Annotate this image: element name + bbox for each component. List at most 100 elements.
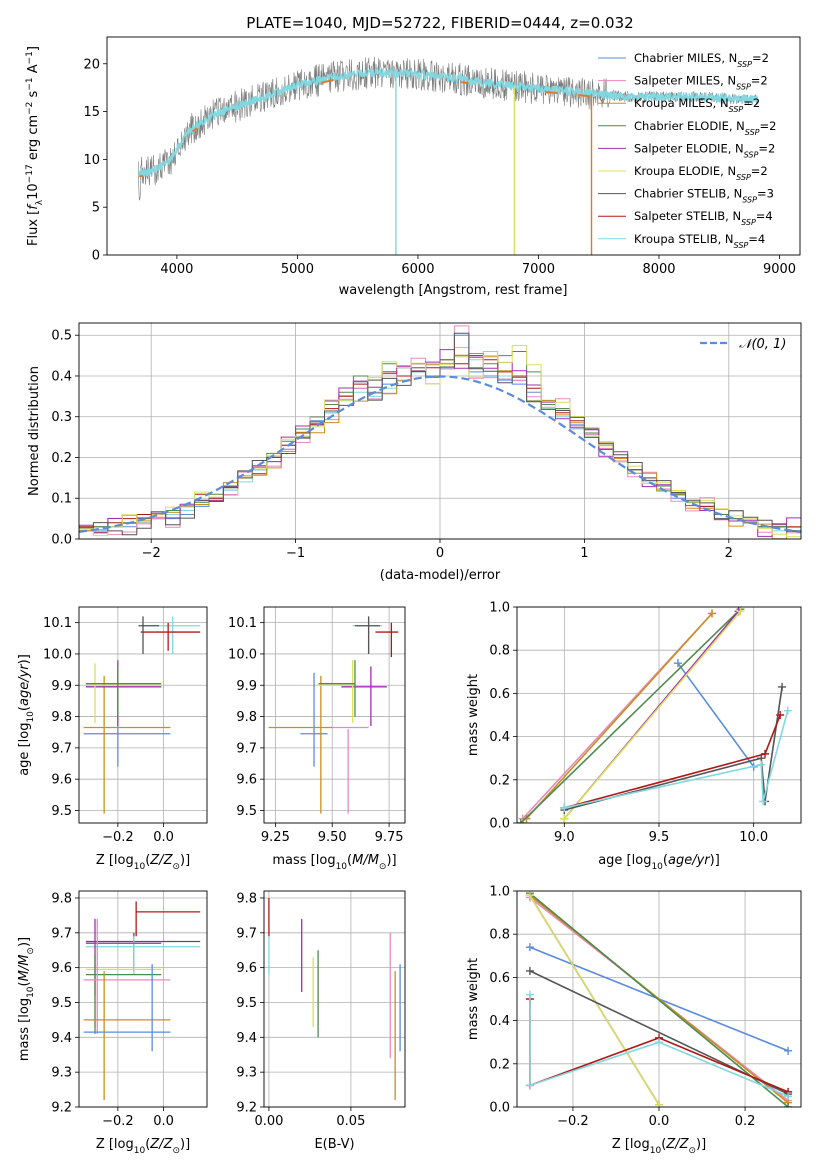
spectrum-model-segment (461, 81, 469, 85)
axes-frame (263, 606, 406, 824)
y-tick-label: 9.6 (51, 773, 72, 788)
x-axis-label: E(B-V) (314, 1137, 354, 1152)
y-tick-label: 9.8 (51, 891, 72, 906)
y-tick-label: 9.6 (236, 773, 257, 788)
weight-marker (784, 1046, 793, 1055)
weight-marker (525, 891, 534, 900)
x-tick-label: 4000 (160, 262, 193, 277)
y-tick-label: 10 (83, 153, 100, 168)
weight-marker (655, 1100, 663, 1107)
weight-line-kroupa-stelib (564, 710, 789, 809)
legend-label: Salpeter STELIB, NSSP=4 (634, 209, 773, 227)
legend-label: Kroupa ELODIE, NSSP=2 (634, 164, 768, 182)
y-tick-label: 9.2 (236, 1101, 257, 1116)
x-tick-label: −0.2 (102, 1114, 134, 1129)
y-axis-label: age [log10(age/yr)] (17, 654, 36, 776)
y-tick-label: 9.5 (236, 996, 257, 1011)
weight-marker (776, 711, 785, 719)
weight-marker (560, 814, 569, 823)
plot-area-age-vs-mass (268, 616, 399, 814)
grid-age-vs-mass (264, 607, 405, 823)
weight-marker (761, 749, 770, 758)
y-tick-label: 9.3 (236, 1066, 257, 1081)
y-tick-label: 9.5 (51, 996, 72, 1011)
panel-mass-vs-Z: −0.2 0.0 9.2 9.3 9.4 9.5 9.6 9.7 9.8 Z [log10(Z/Z… (17, 890, 208, 1156)
x-tick-label: −1 (286, 546, 305, 561)
weight-line-chabrier-stelib (564, 686, 783, 811)
weight-marker (525, 1081, 534, 1090)
x-tick-label: 0.2 (735, 1114, 756, 1129)
panel-weight-vs-age: 9.0 9.5 10.0 0.0 0.2 0.4 0.6 0.8 1.0 age [log10(a… (466, 601, 802, 872)
y-tick-label: 0 (92, 249, 100, 264)
y-tick-label: 15 (83, 105, 100, 120)
x-tick-label: 7000 (522, 262, 555, 277)
panel-weight-vs-Z: −0.2 0.0 0.2 0.0 0.2 0.4 0.6 0.8 1.0 Z [log10(Z/Z… (466, 885, 802, 1156)
axes-frame (106, 36, 801, 256)
y-tick-label: 10.0 (43, 647, 72, 662)
y-tick-label: 9.4 (236, 1031, 257, 1046)
panel-mass-vs-ebv: 0.00 0.05 9.2 9.3 9.4 9.5 9.6 9.7 9.8 E(B-V) (236, 890, 406, 1152)
weight-marker (522, 814, 531, 823)
weight-marker (673, 659, 682, 668)
weight-marker (736, 607, 745, 616)
y-tick-label: 0.8 (489, 928, 510, 943)
y-tick-label: 9.6 (51, 961, 72, 976)
y-tick-label: 0.0 (51, 533, 72, 548)
y-tick-label: 10.1 (43, 616, 72, 631)
weight-line-chabrier-elodie (529, 892, 789, 1107)
spectrum-model-segment (321, 79, 334, 84)
spectrum-model-segment (192, 127, 198, 133)
x-tick-label: −0.2 (557, 1114, 589, 1129)
axes-frame (78, 890, 208, 1108)
weight-marker (655, 1038, 663, 1047)
weight-line-kroupa-elodie (529, 894, 660, 1106)
y-tick-label: 9.5 (236, 804, 257, 819)
panel-residuals: −2 −1 0 1 2 0.0 0.1 0.2 0.3 0.4 0.5 𝒩(0, 1) (data-mo… (27, 322, 802, 583)
y-tick-label: 9.2 (51, 1101, 72, 1116)
x-tick-label: 0 (436, 546, 444, 561)
legend-label: Salpeter MILES, NSSP=2 (634, 74, 768, 92)
axes-frame (78, 322, 802, 540)
y-tick-label: 1.0 (489, 885, 510, 900)
y-tick-label: 0.4 (51, 369, 72, 384)
y-tick-label: 9.8 (51, 710, 72, 725)
legend-label: Chabrier ELODIE, NSSP=2 (634, 119, 776, 137)
y-tick-label: 20 (83, 57, 100, 72)
y-tick-label: 5 (92, 201, 100, 216)
x-tick-label: 9.5 (649, 830, 670, 845)
spectrum-model-segment (545, 91, 558, 94)
x-tick-label: 5000 (281, 262, 314, 277)
figure-title: PLATE=1040, MJD=52722, FIBERID=0444, z=0… (246, 14, 633, 32)
y-tick-label: 9.5 (51, 804, 72, 819)
axes-frame (78, 606, 208, 824)
x-tick-label: 9.75 (375, 830, 404, 845)
weight-line-chabrier-elodie (520, 608, 741, 823)
weight-marker (757, 760, 766, 769)
weight-marker (525, 943, 534, 952)
y-tick-label: 1.0 (489, 601, 510, 616)
weight-marker (708, 609, 717, 618)
y-axis-label: mass [log10(M/M⊙)] (17, 937, 36, 1061)
legend-label: Kroupa MILES, NSSP=2 (634, 96, 760, 114)
x-tick-label: −0.2 (102, 830, 134, 845)
y-tick-label: 9.7 (51, 741, 72, 756)
plot-area-spectrum (137, 56, 759, 255)
spectrum-model-line (137, 66, 759, 178)
weight-marker (784, 1092, 793, 1101)
x-tick-label: 2 (725, 546, 733, 561)
x-axis-label: Z [log10(Z/Z⊙)] (96, 853, 190, 872)
y-axis-label: mass weight (466, 674, 481, 756)
spectrum-model-segment (578, 94, 590, 98)
y-tick-label: 9.7 (236, 741, 257, 756)
y-tick-label: 9.3 (51, 1066, 72, 1081)
axes-frame (263, 890, 406, 1108)
y-tick-label: 0.6 (489, 971, 510, 986)
weight-marker (784, 1103, 793, 1107)
x-axis-label: (data-model)/error (380, 568, 501, 583)
y-tick-label: 9.8 (236, 891, 257, 906)
plot-area-mass-vs-Z (83, 901, 201, 1101)
legend-label: Chabrier MILES, NSSP=2 (634, 51, 769, 69)
weight-marker (517, 819, 525, 823)
spectrum-legend: Chabrier MILES, NSSP=2 Salpeter MILES, NS… (598, 51, 776, 249)
y-tick-label: 0.3 (51, 410, 72, 425)
